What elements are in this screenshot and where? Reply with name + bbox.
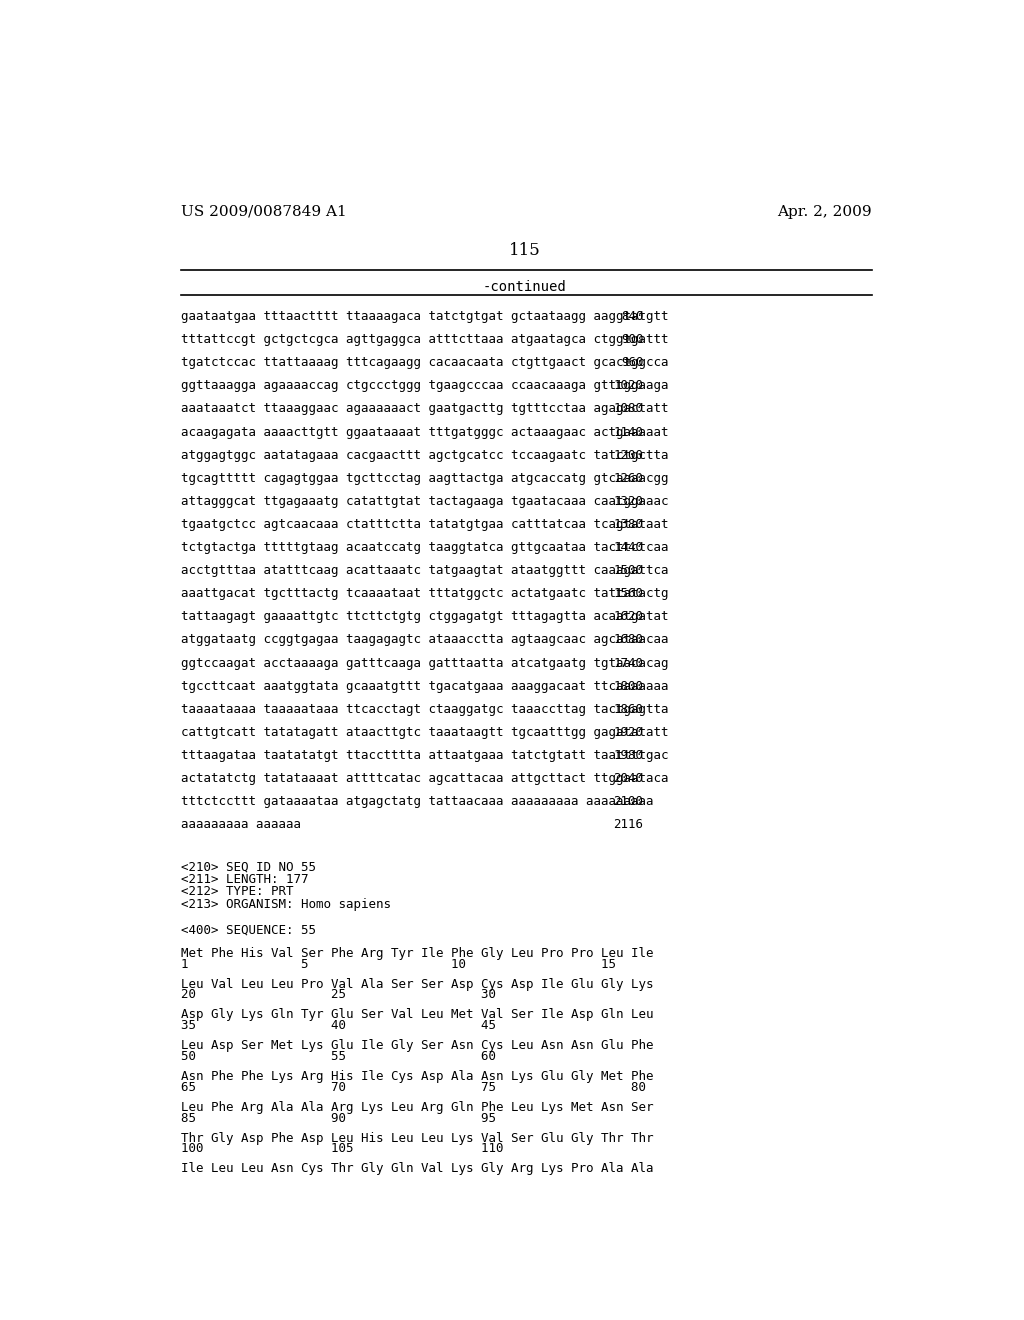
Text: 1440: 1440 — [613, 541, 643, 554]
Text: taaaataaaa taaaaataaa ttcacctagt ctaaggatgc taaaccttag tactgagtta: taaaataaaa taaaaataaa ttcacctagt ctaagga… — [180, 702, 669, 715]
Text: 1500: 1500 — [613, 564, 643, 577]
Text: 1860: 1860 — [613, 702, 643, 715]
Text: tattaagagt gaaaattgtc ttcttctgtg ctggagatgt tttagagtta acaatgatat: tattaagagt gaaaattgtc ttcttctgtg ctggaga… — [180, 610, 669, 623]
Text: Met Phe His Val Ser Phe Arg Tyr Ile Phe Gly Leu Pro Pro Leu Ile: Met Phe His Val Ser Phe Arg Tyr Ile Phe … — [180, 946, 653, 960]
Text: 1380: 1380 — [613, 517, 643, 531]
Text: <213> ORGANISM: Homo sapiens: <213> ORGANISM: Homo sapiens — [180, 898, 391, 911]
Text: tgccttcaat aaatggtata gcaaatgttt tgacatgaaa aaaggacaat ttcaaaaaaa: tgccttcaat aaatggtata gcaaatgttt tgacatg… — [180, 680, 669, 693]
Text: 1140: 1140 — [613, 425, 643, 438]
Text: 1920: 1920 — [613, 726, 643, 739]
Text: 1680: 1680 — [613, 634, 643, 647]
Text: 1740: 1740 — [613, 656, 643, 669]
Text: tttattccgt gctgctcgca agttgaggca atttcttaaa atgaatagca ctggtgattt: tttattccgt gctgctcgca agttgaggca atttctt… — [180, 333, 669, 346]
Text: tttaagataa taatatatgt ttacctttta attaatgaaa tatctgtatt taattttgac: tttaagataa taatatatgt ttacctttta attaatg… — [180, 748, 669, 762]
Text: Ile Leu Leu Asn Cys Thr Gly Gln Val Lys Gly Arg Lys Pro Ala Ala: Ile Leu Leu Asn Cys Thr Gly Gln Val Lys … — [180, 1163, 653, 1176]
Text: -continued: -continued — [483, 280, 566, 294]
Text: cattgtcatt tatatagatt ataacttgtc taaataagtt tgcaatttgg gagatatatt: cattgtcatt tatatagatt ataacttgtc taaataa… — [180, 726, 669, 739]
Text: tctgtactga tttttgtaag acaatccatg taaggtatca gttgcaataa tacttctcaa: tctgtactga tttttgtaag acaatccatg taaggta… — [180, 541, 669, 554]
Text: <400> SEQUENCE: 55: <400> SEQUENCE: 55 — [180, 924, 315, 937]
Text: Asp Gly Lys Gln Tyr Glu Ser Val Leu Met Val Ser Ile Asp Gln Leu: Asp Gly Lys Gln Tyr Glu Ser Val Leu Met … — [180, 1008, 653, 1022]
Text: ggtccaagat acctaaaaga gatttcaaga gatttaatta atcatgaatg tgtaacacag: ggtccaagat acctaaaaga gatttcaaga gatttaa… — [180, 656, 669, 669]
Text: 1620: 1620 — [613, 610, 643, 623]
Text: <211> LENGTH: 177: <211> LENGTH: 177 — [180, 873, 308, 886]
Text: acctgtttaa atatttcaag acattaaatc tatgaagtat ataatggttt caaagattca: acctgtttaa atatttcaag acattaaatc tatgaag… — [180, 564, 669, 577]
Text: Leu Val Leu Leu Pro Val Ala Ser Ser Asp Cys Asp Ile Glu Gly Lys: Leu Val Leu Leu Pro Val Ala Ser Ser Asp … — [180, 978, 653, 991]
Text: aaataaatct ttaaaggaac agaaaaaact gaatgacttg tgtttcctaa agagactatt: aaataaatct ttaaaggaac agaaaaaact gaatgac… — [180, 403, 669, 416]
Text: tttctccttt gataaaataa atgagctatg tattaacaaa aaaaaaaaa aaaaaaaaa: tttctccttt gataaaataa atgagctatg tattaac… — [180, 795, 653, 808]
Text: 35                  40                  45: 35 40 45 — [180, 1019, 496, 1032]
Text: Asn Phe Phe Lys Arg His Ile Cys Asp Ala Asn Lys Glu Gly Met Phe: Asn Phe Phe Lys Arg His Ile Cys Asp Ala … — [180, 1071, 653, 1084]
Text: 1560: 1560 — [613, 587, 643, 601]
Text: <212> TYPE: PRT: <212> TYPE: PRT — [180, 886, 293, 899]
Text: 2040: 2040 — [613, 772, 643, 785]
Text: ggttaaagga agaaaaccag ctgccctggg tgaagcccaa ccaacaaaga gtttggaaga: ggttaaagga agaaaaccag ctgccctggg tgaagcc… — [180, 379, 669, 392]
Text: acaagagata aaaacttgtt ggaataaaat tttgatgggc actaaagaac actgaaaaat: acaagagata aaaacttgtt ggaataaaat tttgatg… — [180, 425, 669, 438]
Text: atggagtggc aatatagaaa cacgaacttt agctgcatcc tccaagaatc tatctgctta: atggagtggc aatatagaaa cacgaacttt agctgca… — [180, 449, 669, 462]
Text: 100                 105                 110: 100 105 110 — [180, 1143, 503, 1155]
Text: 85                  90                  95: 85 90 95 — [180, 1111, 496, 1125]
Text: Thr Gly Asp Phe Asp Leu His Leu Leu Lys Val Ser Glu Gly Thr Thr: Thr Gly Asp Phe Asp Leu His Leu Leu Lys … — [180, 1131, 653, 1144]
Text: atggataatg ccggtgagaa taagagagtc ataaacctta agtaagcaac agcataacaa: atggataatg ccggtgagaa taagagagtc ataaacc… — [180, 634, 669, 647]
Text: 960: 960 — [621, 356, 643, 370]
Text: 900: 900 — [621, 333, 643, 346]
Text: tgcagttttt cagagtggaa tgcttcctag aagttactga atgcaccatg gtcaaaacgg: tgcagttttt cagagtggaa tgcttcctag aagttac… — [180, 471, 669, 484]
Text: 1260: 1260 — [613, 471, 643, 484]
Text: tgaatgctcc agtcaacaaa ctatttctta tatatgtgaa catttatcaa tcagtataat: tgaatgctcc agtcaacaaa ctatttctta tatatgt… — [180, 517, 669, 531]
Text: 50                  55                  60: 50 55 60 — [180, 1051, 496, 1063]
Text: 1800: 1800 — [613, 680, 643, 693]
Text: aaaaaaaaa aaaaaa: aaaaaaaaa aaaaaa — [180, 818, 301, 832]
Text: Leu Asp Ser Met Lys Glu Ile Gly Ser Asn Cys Leu Asn Asn Glu Phe: Leu Asp Ser Met Lys Glu Ile Gly Ser Asn … — [180, 1039, 653, 1052]
Text: aaattgacat tgctttactg tcaaaataat tttatggctc actatgaatc tattatactg: aaattgacat tgctttactg tcaaaataat tttatgg… — [180, 587, 669, 601]
Text: 1320: 1320 — [613, 495, 643, 508]
Text: gaataatgaa tttaactttt ttaaaagaca tatctgtgat gctaataagg aaggtatgtt: gaataatgaa tttaactttt ttaaaagaca tatctgt… — [180, 310, 669, 323]
Text: Leu Phe Arg Ala Ala Arg Lys Leu Arg Gln Phe Leu Lys Met Asn Ser: Leu Phe Arg Ala Ala Arg Lys Leu Arg Gln … — [180, 1101, 653, 1114]
Text: actatatctg tatataaaat attttcatac agcattacaa attgcttact ttggaataca: actatatctg tatataaaat attttcatac agcatta… — [180, 772, 669, 785]
Text: 20                  25                  30: 20 25 30 — [180, 989, 496, 1002]
Text: 1020: 1020 — [613, 379, 643, 392]
Text: 840: 840 — [621, 310, 643, 323]
Text: 2116: 2116 — [613, 818, 643, 832]
Text: 1               5                   10                  15: 1 5 10 15 — [180, 958, 615, 970]
Text: 1200: 1200 — [613, 449, 643, 462]
Text: 115: 115 — [509, 242, 541, 259]
Text: attagggcat ttgagaaatg catattgtat tactagaaga tgaatacaaa caatggaaac: attagggcat ttgagaaatg catattgtat tactaga… — [180, 495, 669, 508]
Text: 2100: 2100 — [613, 795, 643, 808]
Text: 1980: 1980 — [613, 748, 643, 762]
Text: 65                  70                  75                  80: 65 70 75 80 — [180, 1081, 646, 1094]
Text: tgatctccac ttattaaaag tttcagaagg cacaacaata ctgttgaact gcactggcca: tgatctccac ttattaaaag tttcagaagg cacaaca… — [180, 356, 669, 370]
Text: Apr. 2, 2009: Apr. 2, 2009 — [777, 205, 872, 219]
Text: 1080: 1080 — [613, 403, 643, 416]
Text: US 2009/0087849 A1: US 2009/0087849 A1 — [180, 205, 346, 219]
Text: <210> SEQ ID NO 55: <210> SEQ ID NO 55 — [180, 861, 315, 874]
